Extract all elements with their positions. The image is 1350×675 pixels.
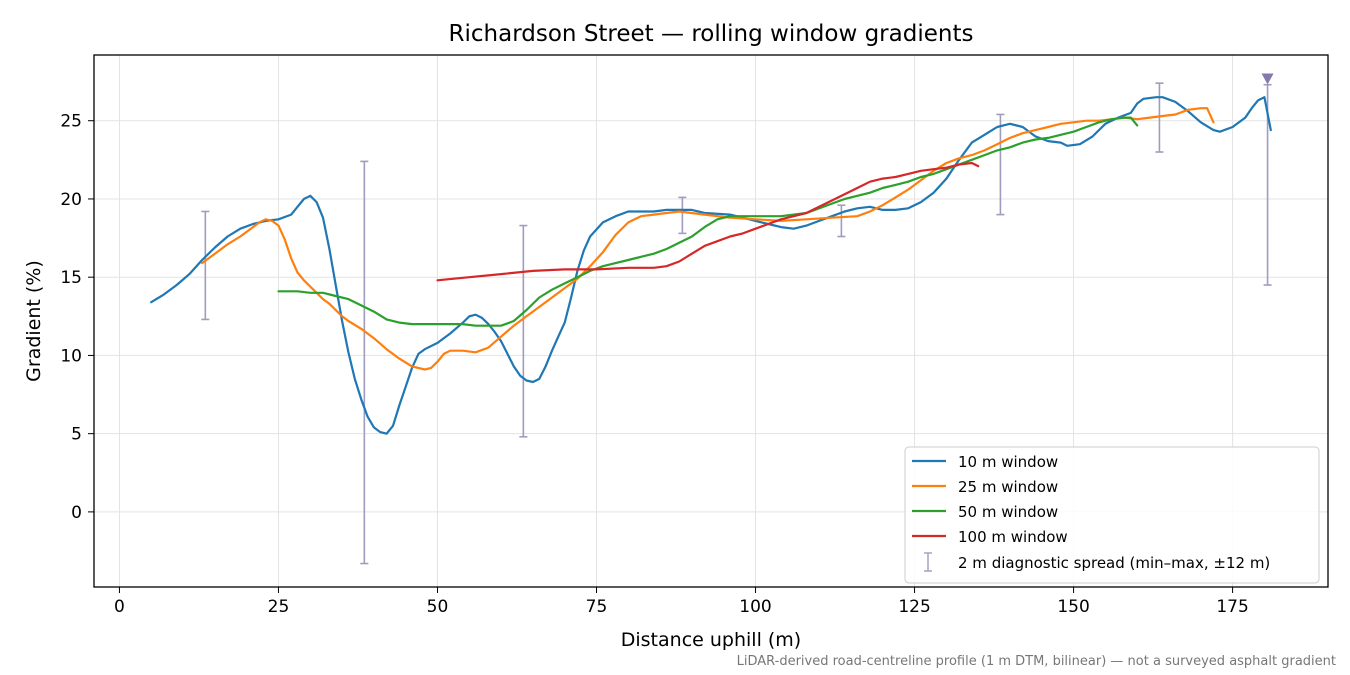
y-tick-label: 20 xyxy=(60,190,82,210)
x-tick-label: 125 xyxy=(898,597,930,617)
clip-marker xyxy=(1261,73,1274,85)
chart-caption: LiDAR-derived road-centreline profile (1… xyxy=(737,654,1336,669)
errorbar-group xyxy=(201,73,1274,565)
x-axis: 0 25 50 75 100 125 150 175 xyxy=(114,587,1249,617)
errorbar xyxy=(201,210,210,321)
y-axis-label: Gradient (%) xyxy=(23,260,45,382)
legend-label-5: 2 m diagnostic spread (min–max, ±12 m) xyxy=(958,554,1270,572)
series-line-4 xyxy=(436,161,980,282)
x-tick-label: 0 xyxy=(114,597,125,617)
legend-box xyxy=(904,446,1320,584)
series-line-2 xyxy=(201,107,1215,371)
series-lines xyxy=(150,96,1272,435)
legend-label-4: 100 m window xyxy=(958,528,1068,546)
errorbar xyxy=(996,113,1005,216)
y-tick-label: 10 xyxy=(60,346,82,366)
errorbar xyxy=(360,160,369,565)
errorbar xyxy=(519,224,528,438)
plot-area xyxy=(93,54,1329,588)
legend-label-2: 25 m window xyxy=(958,478,1058,496)
series-line-3 xyxy=(277,116,1139,327)
errorbar xyxy=(837,204,846,238)
x-tick-label: 25 xyxy=(268,597,290,617)
y-tick-label: 15 xyxy=(60,268,82,288)
y-axis: 0 5 10 15 20 25 xyxy=(60,112,94,523)
grid-lines xyxy=(94,55,1328,587)
series-line-1 xyxy=(150,96,1272,435)
legend-errorbar-swatch xyxy=(924,552,932,572)
legend-label-1: 10 m window xyxy=(958,453,1058,471)
x-tick-label: 75 xyxy=(586,597,608,617)
x-tick-label: 50 xyxy=(427,597,449,617)
legend: 10 m window 25 m window 50 m window 100 … xyxy=(904,446,1320,584)
x-axis-label: Distance uphill (m) xyxy=(621,629,801,651)
errorbar xyxy=(1155,82,1164,153)
chart-title: Richardson Street — rolling window gradi… xyxy=(449,21,974,47)
errorbar xyxy=(678,196,687,235)
y-tick-label: 25 xyxy=(60,112,82,132)
y-tick-label: 0 xyxy=(71,503,82,523)
legend-label-3: 50 m window xyxy=(958,503,1058,521)
x-tick-label: 175 xyxy=(1216,597,1248,617)
x-tick-label: 150 xyxy=(1057,597,1089,617)
y-tick-label: 5 xyxy=(71,425,82,445)
x-tick-label: 100 xyxy=(739,597,771,617)
